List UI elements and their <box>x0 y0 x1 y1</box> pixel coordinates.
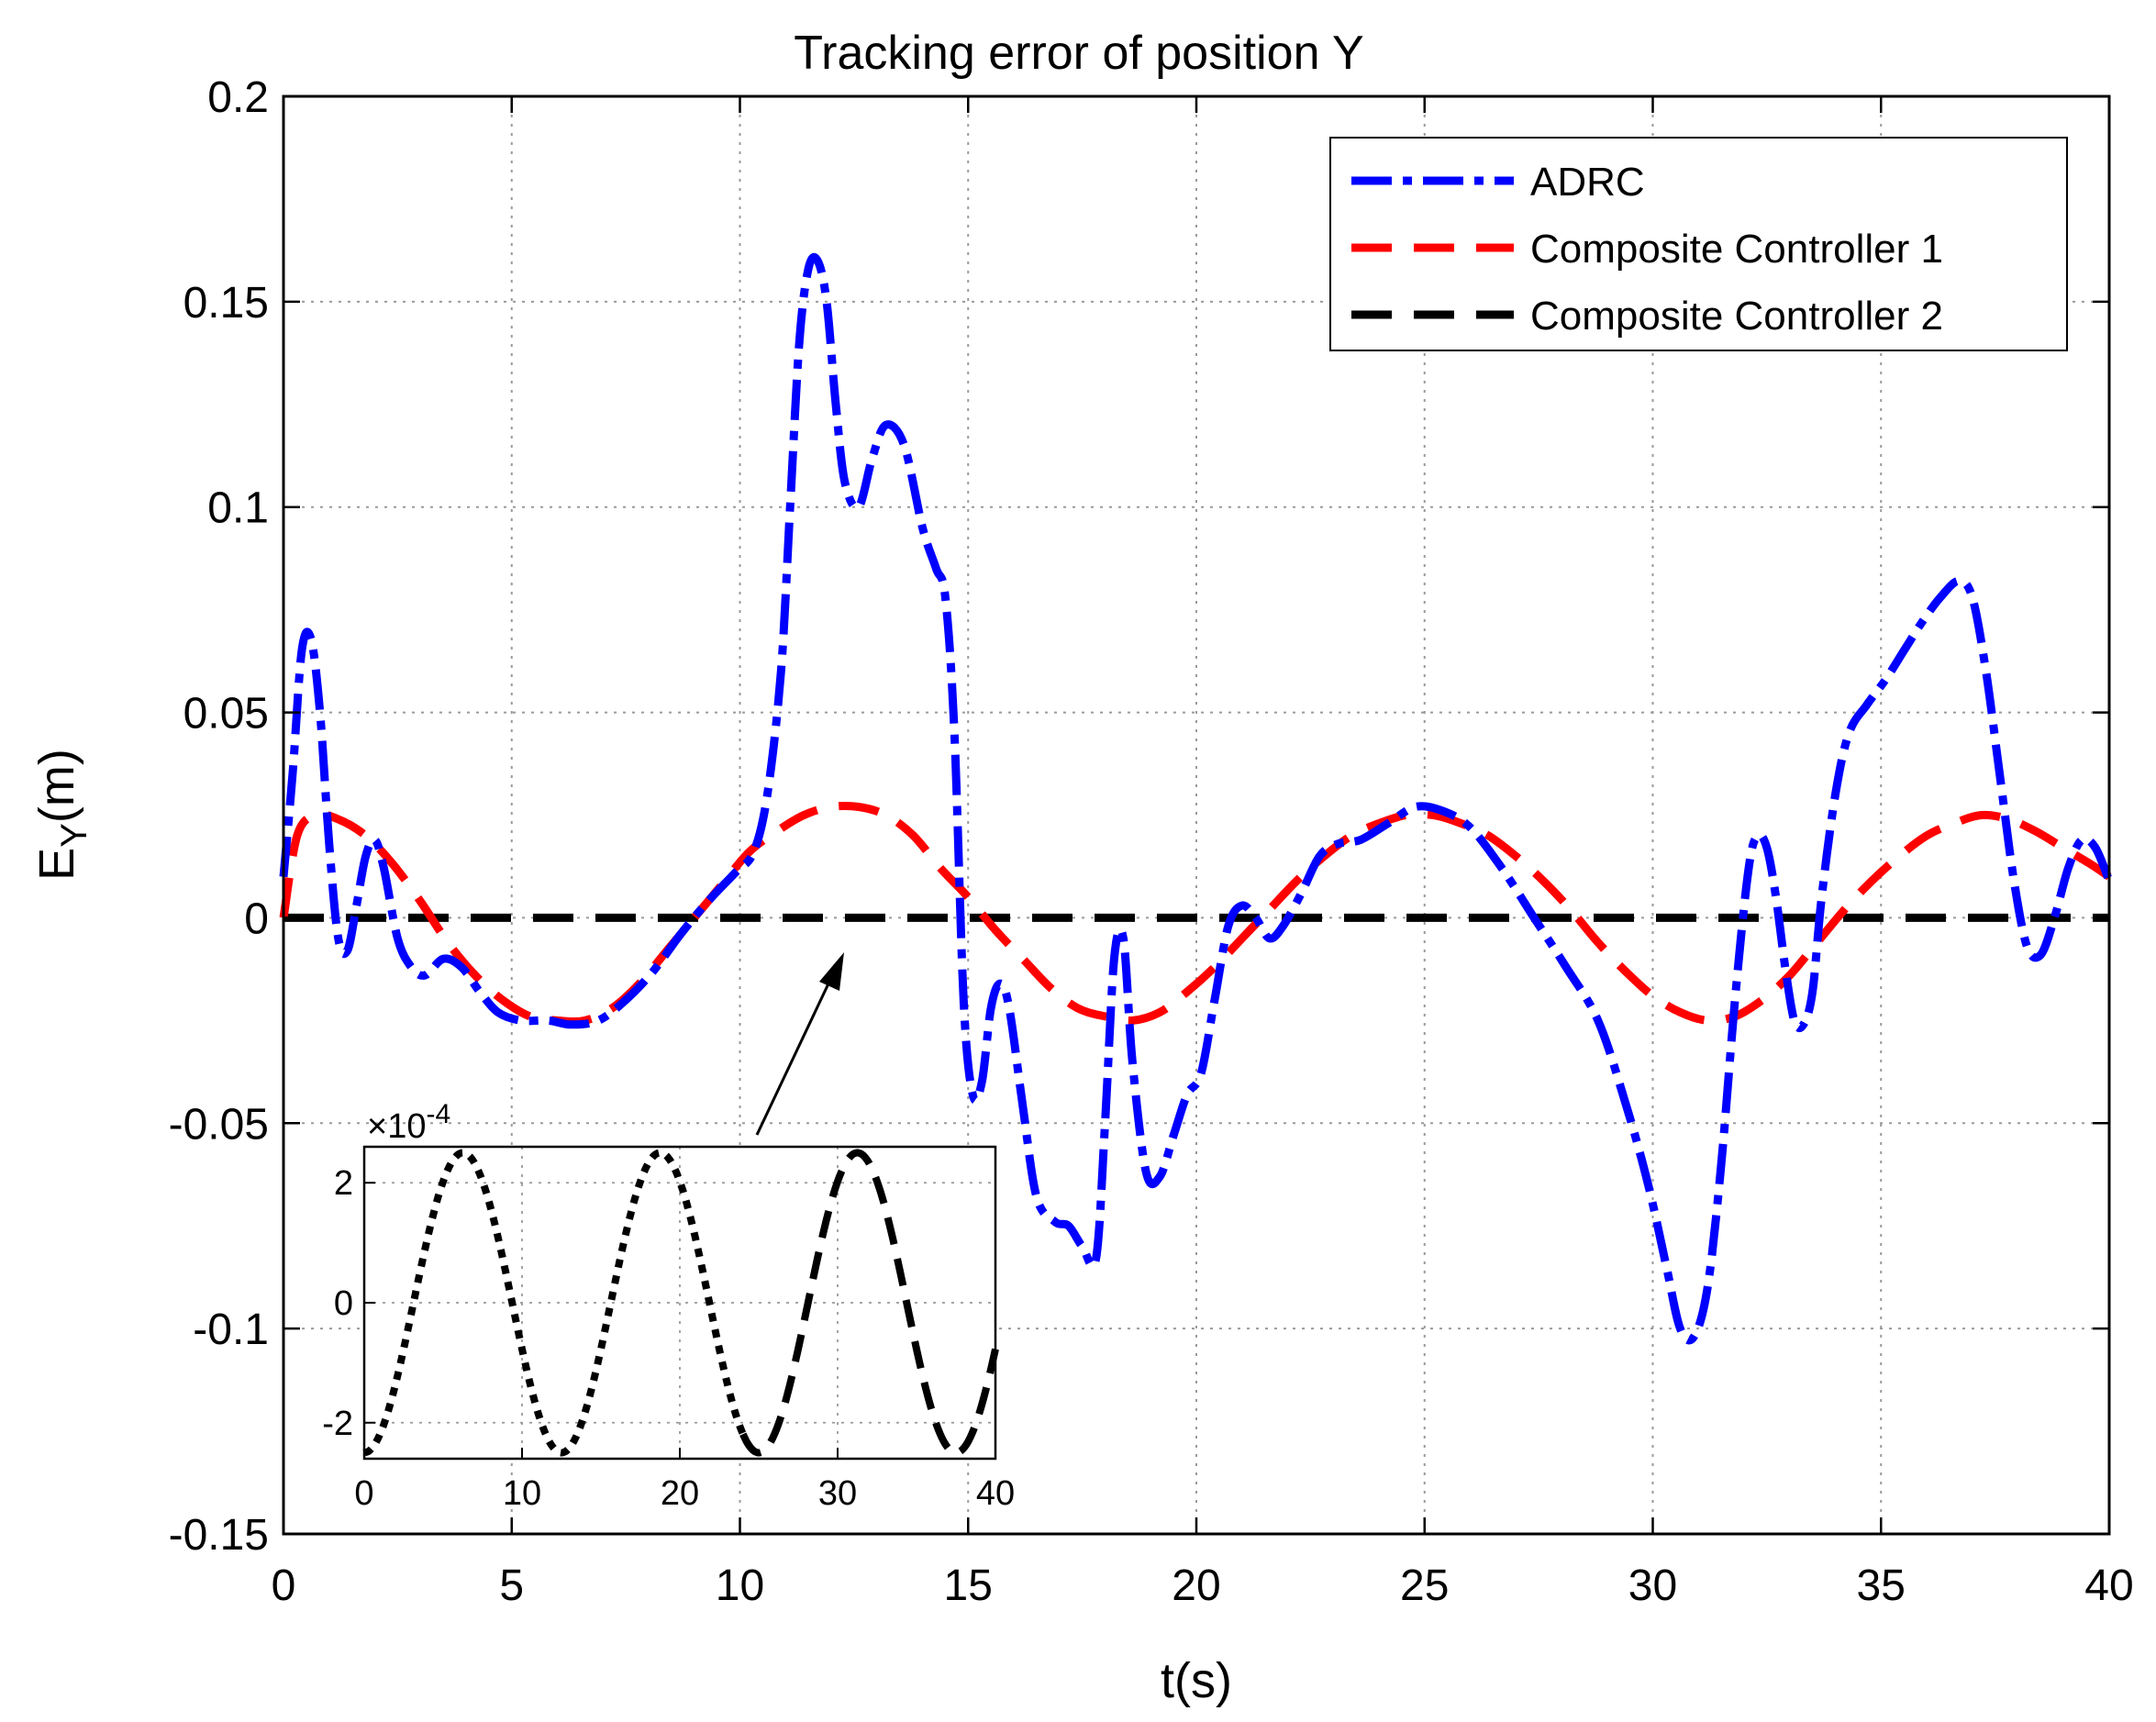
inset-series-line-dotted <box>362 1149 747 1457</box>
inset-x-tick-label: 30 <box>818 1474 857 1513</box>
y-tick-label: -0.1 <box>193 1305 269 1354</box>
y-tick-label: -0.05 <box>169 1100 269 1149</box>
y-tick-label: -0.15 <box>169 1511 269 1560</box>
x-tick-label: 10 <box>716 1561 764 1610</box>
inset-x-tick-labels: 0 10 20 30 40 <box>354 1474 1015 1513</box>
zoom-arrow-head <box>819 952 844 991</box>
main-ticks <box>282 94 2111 1536</box>
chart-title: Tracking error of position Y <box>794 27 1363 80</box>
zoom-arrow-shaft <box>755 979 832 1136</box>
x-tick-label: 20 <box>1172 1561 1220 1610</box>
y-tick-label: 0.2 <box>207 73 269 122</box>
legend: ADRC Composite Controller 1 Composite Co… <box>1329 137 2068 351</box>
y-axis-label: EY(m) <box>29 749 94 881</box>
y-tick-labels: -0.15 -0.1 -0.05 0 0.05 0.1 0.15 0.2 <box>169 73 269 1560</box>
inset-x-tick-label: 10 <box>503 1474 541 1513</box>
inset-x-tick-label: 20 <box>661 1474 699 1513</box>
y-axis-label-main: E <box>29 848 84 881</box>
legend-label-composite-controller-2: Composite Controller 2 <box>1530 294 1943 339</box>
zoom-arrow <box>755 952 844 1136</box>
y-tick-label: 0.05 <box>183 690 269 739</box>
y-axis-label-unit: (m) <box>29 749 84 823</box>
x-tick-label: 30 <box>1628 1561 1677 1610</box>
x-tick-label: 5 <box>499 1561 524 1610</box>
inset-x-tick-label: 40 <box>976 1474 1015 1513</box>
inset-exponent-label: ×10-4 <box>367 1099 450 1146</box>
x-axis-label: t(s) <box>1161 1653 1232 1708</box>
y-tick-label: 0.15 <box>183 279 269 328</box>
series-layer <box>279 252 2114 1345</box>
inset-y-tick-label: 2 <box>334 1164 353 1203</box>
x-tick-label: 35 <box>1857 1561 1906 1610</box>
inset-x-tick-label: 0 <box>354 1474 373 1513</box>
inset-grid <box>364 1147 995 1459</box>
inset-exponent-power: -4 <box>426 1099 450 1129</box>
inset-series <box>362 1149 999 1457</box>
legend-label-adrc: ADRC <box>1530 160 1645 205</box>
inset-exponent-base: ×10 <box>367 1107 426 1146</box>
inset-y-tick-label: 0 <box>334 1284 353 1323</box>
x-tick-label: 0 <box>272 1561 296 1610</box>
y-tick-label: 0 <box>244 894 269 943</box>
svg-text:EY(m): EY(m) <box>29 749 94 881</box>
y-tick-label: 0.1 <box>207 484 269 533</box>
x-tick-label: 15 <box>944 1561 993 1610</box>
legend-label-composite-controller-1: Composite Controller 1 <box>1530 227 1943 272</box>
inset-y-tick-label: -2 <box>322 1405 353 1443</box>
inset-y-tick-labels: -2 0 2 <box>322 1164 353 1443</box>
series-line-adrc <box>279 252 2114 1345</box>
x-tick-label: 25 <box>1400 1561 1449 1610</box>
inset-plot: 0 10 20 30 40 -202 ×10-4 <box>322 1099 1015 1513</box>
inset-ticks <box>363 1182 996 1459</box>
inset-series-line-dashed <box>739 1149 999 1457</box>
x-tick-label: 40 <box>2084 1561 2133 1610</box>
y-axis-label-subscript: Y <box>54 823 94 848</box>
x-tick-labels: 0 5 10 15 20 25 30 35 40 <box>272 1561 2134 1610</box>
